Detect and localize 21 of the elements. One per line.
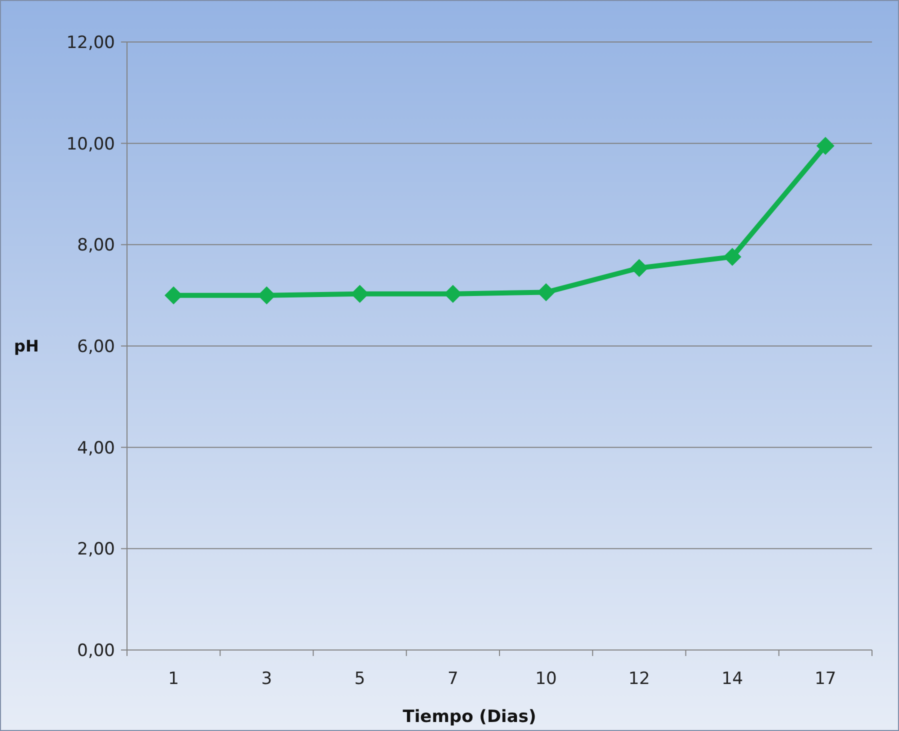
x-tick-label: 17 bbox=[814, 668, 836, 689]
x-axis-title: Tiempo (Dias) bbox=[402, 706, 536, 727]
x-tick-label: 14 bbox=[721, 668, 744, 689]
x-tick-label: 3 bbox=[261, 668, 272, 689]
y-tick-label: 0,00 bbox=[77, 640, 115, 661]
point bbox=[630, 258, 648, 277]
x-tick-label: 12 bbox=[628, 668, 650, 689]
point bbox=[723, 248, 742, 266]
point bbox=[816, 136, 834, 155]
y-tick-label: 10,00 bbox=[66, 134, 115, 154]
x-tick-label: 1 bbox=[168, 668, 179, 689]
y-tick-label: 6,00 bbox=[77, 336, 115, 357]
x-tick-label: 7 bbox=[448, 668, 458, 689]
x-tick-label: 5 bbox=[354, 668, 366, 689]
y-axis-title: pH bbox=[14, 336, 39, 356]
y-tick-label: 4,00 bbox=[77, 438, 115, 458]
y-tick-label: 12,00 bbox=[66, 32, 115, 53]
y-tick-label: 2,00 bbox=[77, 540, 115, 560]
point bbox=[537, 283, 556, 302]
x-tick-label: 10 bbox=[535, 668, 557, 689]
y-tick-label: 8,00 bbox=[77, 236, 115, 256]
